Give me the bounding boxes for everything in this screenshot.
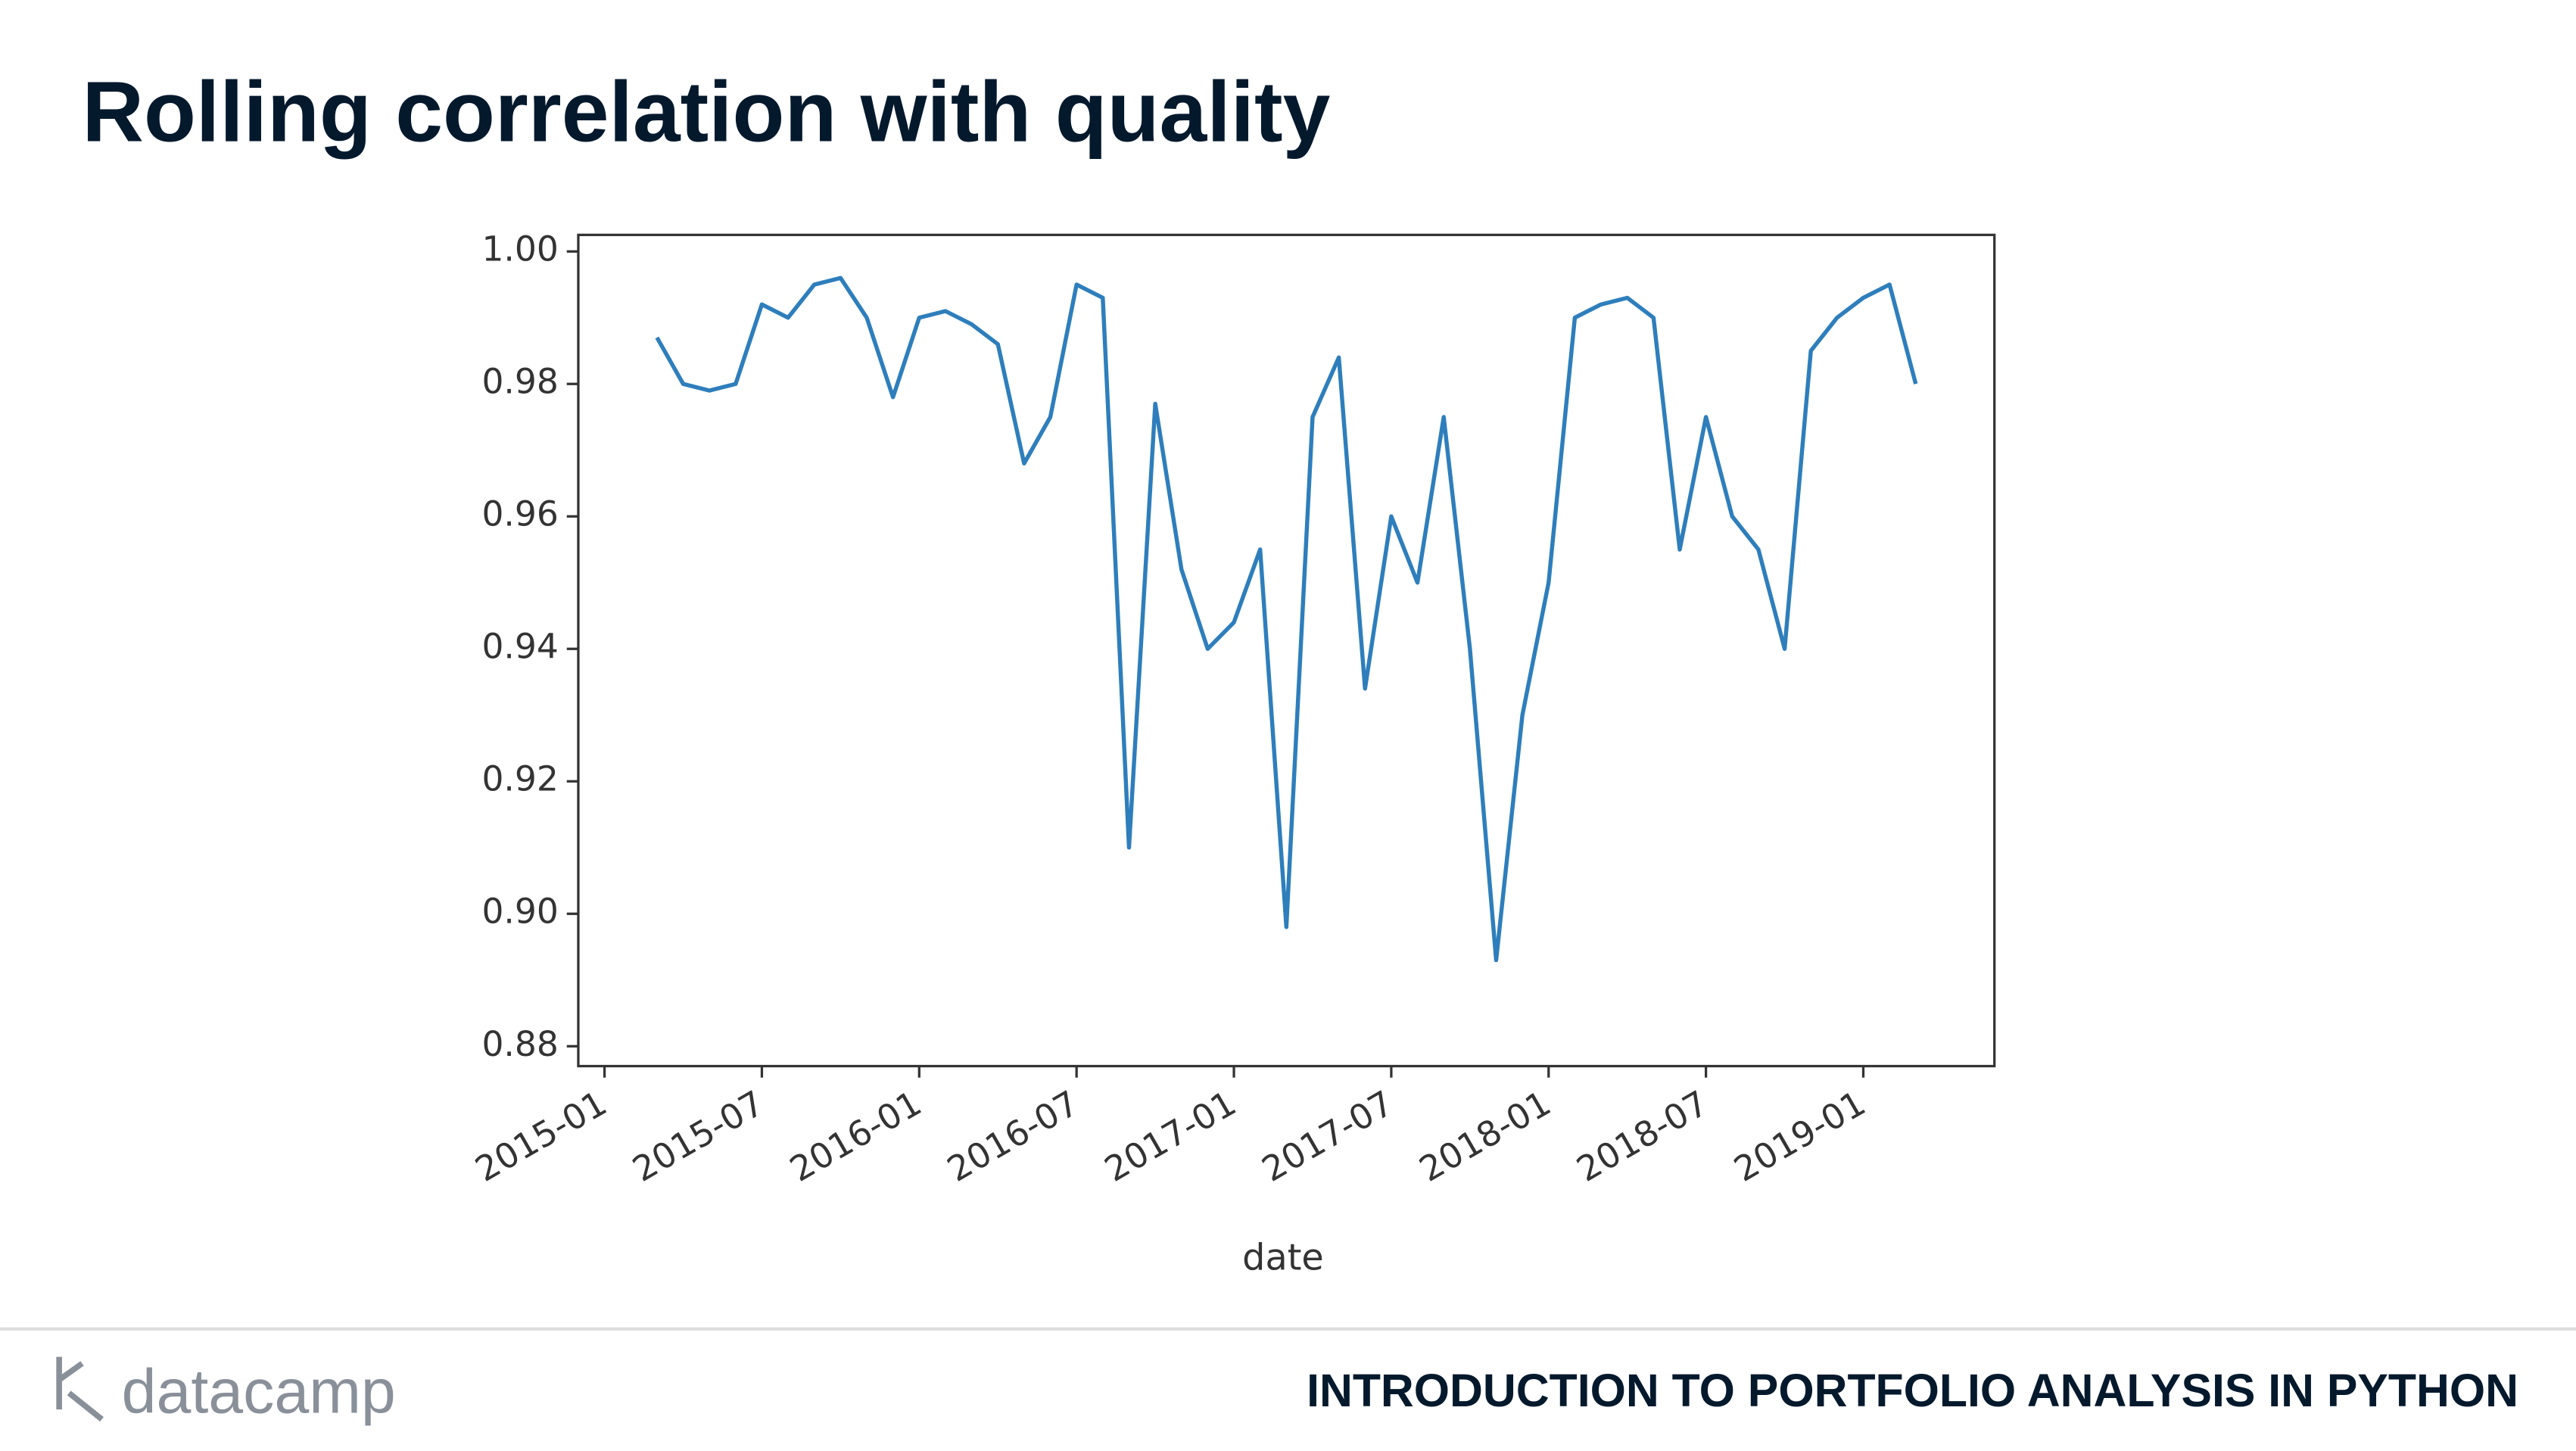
y-tick-label: 0.88 [481, 1024, 558, 1064]
x-tick-label: 2017-07 [1255, 1083, 1400, 1190]
y-tick-label: 0.94 [481, 627, 558, 667]
x-tick-label: 2019-01 [1727, 1083, 1872, 1190]
y-tick-label: 1.00 [481, 229, 558, 269]
y-tick-label: 0.96 [481, 494, 558, 534]
x-tick-label: 2015-07 [626, 1083, 771, 1190]
plot: 0.88 0.90 0.92 0.94 0.96 0.98 1.00 2015-01 2015-… [469, 229, 1918, 1190]
course-name: INTRODUCTION TO PORTFOLIO ANALYSIS IN PY… [1307, 1365, 2518, 1416]
y-tick-label: 0.90 [481, 892, 558, 932]
slide-title: Rolling correlation with quality [83, 64, 1331, 160]
logo-text: datacamp [122, 1356, 396, 1426]
x-tick-label: 2016-01 [783, 1083, 928, 1190]
x-tick-label: 2018-07 [1570, 1083, 1715, 1190]
x-tick-label: 2017-01 [1098, 1083, 1242, 1190]
logo-icon [56, 1356, 104, 1422]
data-line [655, 276, 1918, 963]
y-tick-label: 0.98 [481, 362, 558, 402]
y-tick-label: 0.92 [481, 759, 558, 799]
x-axis-label: date [1242, 1238, 1324, 1279]
x-tick-label: 2016-07 [941, 1083, 1086, 1190]
plot-frame [577, 233, 1996, 1068]
x-tick-label: 2015-01 [469, 1083, 613, 1190]
x-tick-label: 2018-01 [1413, 1083, 1557, 1190]
